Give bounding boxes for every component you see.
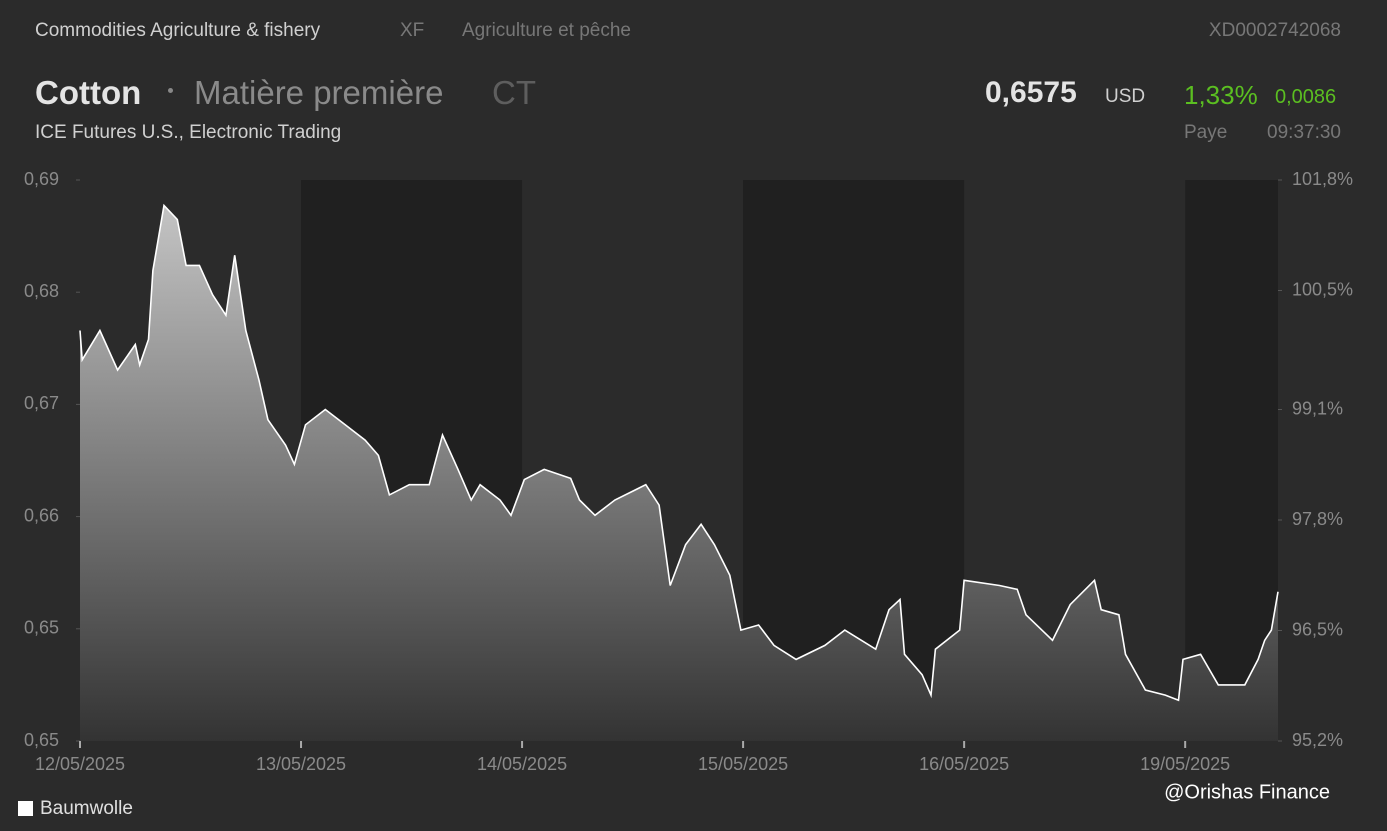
instrument-type: Matière première bbox=[194, 74, 444, 111]
y-tick-label: 0,69 bbox=[24, 169, 59, 189]
x-tick-label: 19/05/2025 bbox=[1140, 754, 1230, 774]
y-tick-label: 0,65 bbox=[24, 730, 59, 750]
price-line bbox=[79, 203, 1279, 702]
separator-dot bbox=[168, 88, 173, 93]
y2-tick-label: 96,5% bbox=[1292, 619, 1343, 639]
exchange: ICE Futures U.S., Electronic Trading bbox=[35, 122, 342, 143]
x-tick-label: 12/05/2025 bbox=[35, 754, 125, 774]
y2-tick-label: 97,8% bbox=[1292, 509, 1343, 529]
instrument-symbol: CT bbox=[492, 74, 536, 111]
change: 0,0086 bbox=[1275, 86, 1337, 108]
y2-tick-label: 99,1% bbox=[1292, 398, 1343, 418]
y-tick-label: 0,68 bbox=[24, 281, 59, 301]
category: Commodities Agriculture & fishery bbox=[35, 20, 321, 41]
status: Paye bbox=[1184, 122, 1228, 143]
currency: USD bbox=[1105, 86, 1146, 107]
x-tick-label: 16/05/2025 bbox=[919, 754, 1009, 774]
price: 0,6575 bbox=[985, 76, 1077, 109]
instrument-name: Cotton bbox=[35, 74, 142, 111]
isin: XD0002742068 bbox=[1208, 20, 1341, 41]
y-tick-label: 0,65 bbox=[24, 618, 59, 638]
x-tick-label: 13/05/2025 bbox=[256, 754, 346, 774]
legend-swatch bbox=[18, 801, 33, 816]
legend-label: Baumwolle bbox=[40, 798, 133, 819]
market-code: XF bbox=[400, 20, 425, 41]
y2-tick-label: 95,2% bbox=[1292, 730, 1343, 750]
y-tick-label: 0,66 bbox=[24, 505, 59, 525]
y-tick-label: 0,67 bbox=[24, 393, 59, 413]
annotation: @Orishas Finance bbox=[1164, 781, 1330, 803]
change-pct: 1,33% bbox=[1184, 80, 1258, 110]
time: 09:37:30 bbox=[1267, 122, 1341, 143]
x-tick-label: 15/05/2025 bbox=[698, 754, 788, 774]
x-tick-label: 14/05/2025 bbox=[477, 754, 567, 774]
y2-tick-label: 100,5% bbox=[1292, 279, 1353, 299]
area-fill bbox=[80, 205, 1278, 741]
category-fr: Agriculture et pêche bbox=[462, 20, 631, 41]
y2-tick-label: 101,8% bbox=[1292, 169, 1353, 189]
